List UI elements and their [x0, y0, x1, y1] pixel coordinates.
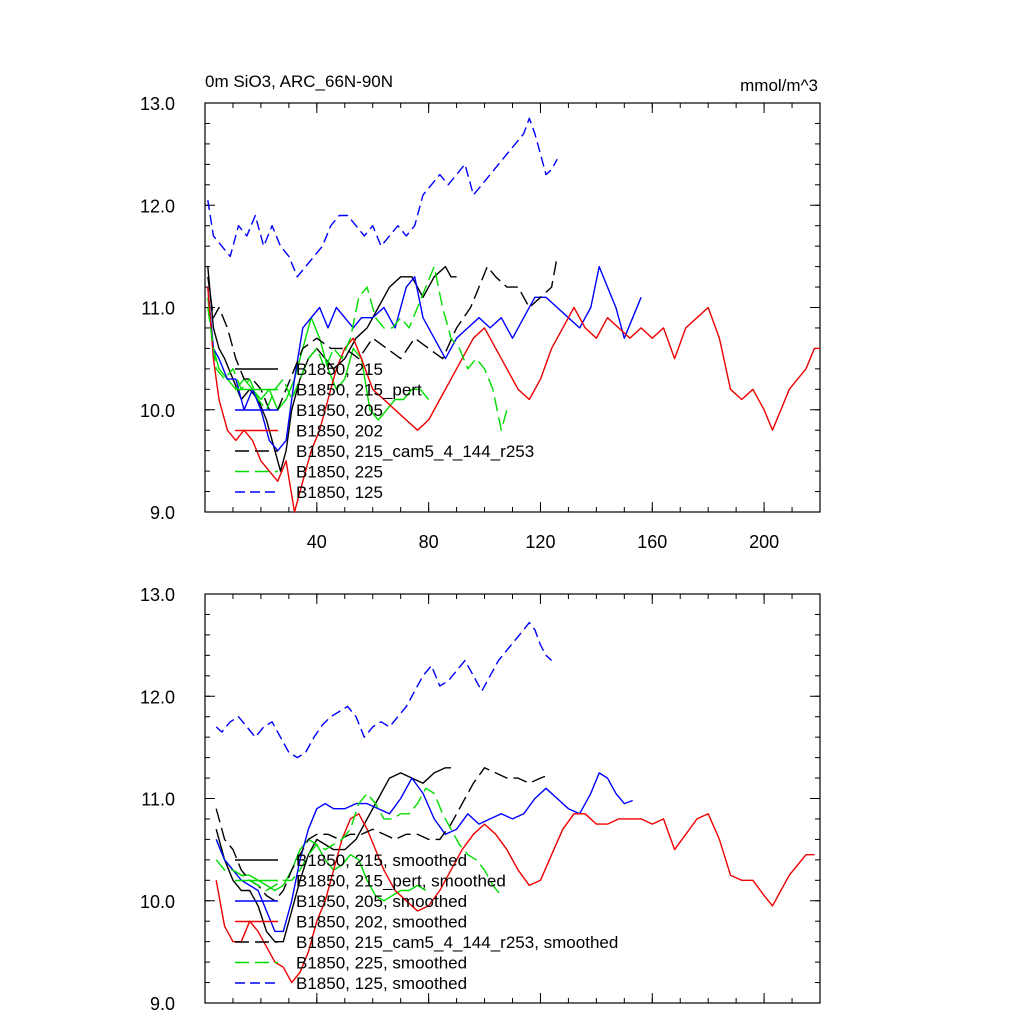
series-line-6 — [207, 265, 508, 431]
y-tick-label: 10.0 — [140, 892, 175, 912]
legend-label: B1850, 125 — [296, 483, 383, 502]
chart-title: 0m SiO3, ARC_66N-90N — [205, 72, 393, 91]
x-tick-label: 160 — [637, 532, 667, 552]
legend-label: B1850, 215, smoothed — [296, 851, 467, 870]
units-label: mmol/m^3 — [740, 76, 818, 95]
legend-label: B1850, 225, smoothed — [296, 954, 467, 973]
legend-label: B1850, 202 — [296, 422, 383, 441]
series-line-5 — [207, 256, 558, 411]
legend-label: B1850, 215 — [296, 360, 383, 379]
series-line-2 — [215, 838, 427, 902]
series-line-6 — [215, 787, 502, 897]
y-tick-label: 9.0 — [150, 994, 175, 1014]
y-tick-label: 12.0 — [140, 196, 175, 216]
legend-label: B1850, 125, smoothed — [296, 974, 467, 993]
y-tick-label: 10.0 — [140, 401, 175, 421]
series-line-4 — [215, 813, 815, 984]
legend-label: B1850, 205, smoothed — [296, 892, 467, 911]
x-tick-label: 200 — [749, 532, 779, 552]
series-line-7 — [215, 621, 553, 759]
legend-label: B1850, 205 — [296, 401, 383, 420]
legend-label: B1850, 215_cam5_4_144_r253, smoothed — [296, 933, 618, 952]
x-tick-label: 120 — [525, 532, 555, 552]
x-tick-label: 80 — [419, 532, 439, 552]
y-tick-label: 12.0 — [140, 687, 175, 707]
legend-label: B1850, 215_pert — [296, 381, 422, 400]
y-tick-label: 13.0 — [140, 94, 175, 114]
series-line-4 — [207, 287, 820, 513]
series-line-1 — [215, 767, 451, 943]
legend-label: B1850, 215_cam5_4_144_r253 — [296, 442, 534, 461]
legend-label: B1850, 215_pert, smoothed — [296, 872, 506, 891]
legend-label: B1850, 225 — [296, 463, 383, 482]
series-line-3 — [215, 772, 633, 933]
y-tick-label: 13.0 — [140, 585, 175, 605]
x-tick-label: 40 — [307, 532, 327, 552]
y-tick-label: 11.0 — [141, 790, 175, 810]
series-line-5 — [215, 767, 547, 902]
y-tick-label: 11.0 — [141, 299, 175, 319]
panel-1 — [204, 102, 821, 513]
series-line-7 — [207, 117, 558, 278]
legend-label: B1850, 202, smoothed — [296, 913, 467, 932]
panel-2 — [204, 593, 821, 1004]
y-tick-label: 9.0 — [150, 503, 175, 523]
